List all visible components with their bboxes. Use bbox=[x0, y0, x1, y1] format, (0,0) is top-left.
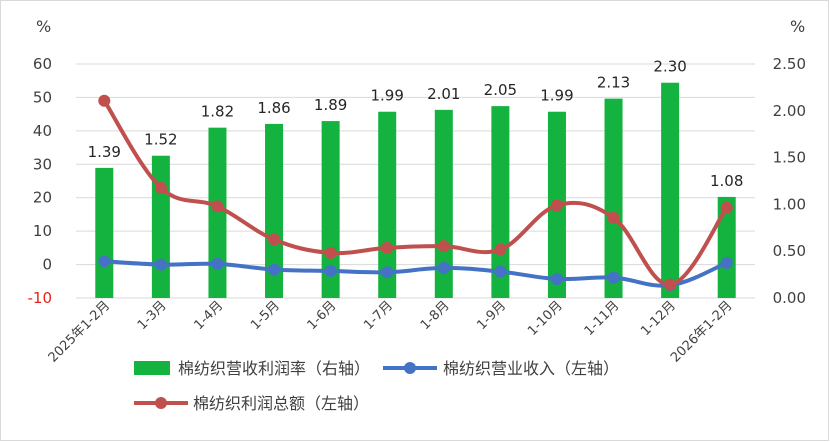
right-axis-tick: 1.00 bbox=[773, 195, 806, 213]
bar bbox=[151, 155, 170, 298]
left-axis-unit: % bbox=[36, 17, 51, 36]
left-axis-tick: -10 bbox=[28, 289, 53, 307]
bar-data-label: 2.01 bbox=[427, 85, 460, 103]
point-profit bbox=[607, 211, 620, 224]
point-revenue bbox=[437, 261, 450, 274]
point-revenue bbox=[268, 263, 281, 276]
right-axis-unit: % bbox=[790, 17, 805, 36]
point-profit bbox=[381, 241, 394, 254]
data-labels: 1.39 1.52 1.82 1.86 1.89 1.99 2.01 2.05 1.99 2.13… bbox=[88, 58, 744, 190]
bar-data-label: 1.86 bbox=[257, 99, 290, 117]
point-revenue bbox=[211, 257, 224, 270]
right-axis-tick: 0.00 bbox=[773, 289, 806, 307]
point-revenue bbox=[98, 255, 111, 268]
bar-data-label: 1.99 bbox=[540, 87, 573, 105]
legend-swatch-margin-ratio bbox=[134, 361, 170, 375]
point-revenue bbox=[324, 264, 337, 277]
bar-data-label: 1.89 bbox=[314, 96, 347, 114]
legend-marker-profit bbox=[155, 397, 167, 409]
legend-label-profit: 棉纺织利润总额（左轴） bbox=[193, 394, 369, 413]
point-profit bbox=[550, 199, 563, 212]
left-axis-tick: 0 bbox=[42, 256, 52, 274]
line-series bbox=[98, 94, 733, 292]
bar bbox=[717, 196, 736, 298]
right-axis-tick: 2.00 bbox=[773, 102, 806, 120]
point-profit bbox=[324, 246, 337, 259]
point-revenue bbox=[720, 256, 733, 269]
bar-data-label: 2.13 bbox=[597, 74, 630, 92]
legend-label-margin-ratio: 棉纺织营收利润率（右轴） bbox=[178, 359, 370, 378]
bar bbox=[95, 167, 114, 298]
bar-data-label: 1.08 bbox=[710, 172, 743, 190]
legend-marker-revenue bbox=[404, 362, 416, 374]
point-profit bbox=[211, 200, 224, 213]
point-profit bbox=[154, 181, 167, 194]
bar-data-label: 1.52 bbox=[144, 131, 177, 149]
bar bbox=[265, 123, 284, 299]
point-profit bbox=[437, 240, 450, 253]
point-revenue bbox=[550, 272, 563, 285]
left-axis-tick: 30 bbox=[33, 155, 52, 173]
left-axis-tick: 20 bbox=[33, 189, 52, 207]
point-profit bbox=[98, 94, 111, 107]
legend-label-revenue: 棉纺织营业收入（左轴） bbox=[443, 359, 619, 378]
bar bbox=[604, 98, 623, 298]
left-axis-tick: 60 bbox=[33, 55, 52, 73]
point-revenue bbox=[494, 265, 507, 278]
point-profit bbox=[720, 201, 733, 214]
right-axis-tick: 0.50 bbox=[773, 242, 806, 260]
left-axis-tick: 40 bbox=[33, 122, 52, 140]
bar-data-label: 1.82 bbox=[201, 103, 234, 121]
point-revenue bbox=[381, 266, 394, 279]
point-profit bbox=[664, 278, 677, 291]
right-axis-tick: 2.50 bbox=[773, 55, 806, 73]
bar-data-label: 1.99 bbox=[371, 87, 404, 105]
bar bbox=[661, 82, 680, 298]
point-profit bbox=[494, 243, 507, 256]
point-revenue bbox=[154, 258, 167, 271]
point-revenue bbox=[607, 271, 620, 284]
right-axis-tick: 1.50 bbox=[773, 149, 806, 167]
bar-data-label: 2.30 bbox=[653, 58, 686, 76]
bar-data-label: 1.39 bbox=[88, 143, 121, 161]
line-profit bbox=[102, 99, 729, 287]
legend: 棉纺织营收利润率（右轴） 棉纺织营业收入（左轴） 棉纺织利润总额（左轴） bbox=[134, 359, 619, 413]
bar bbox=[434, 109, 453, 298]
left-axis-tick: 50 bbox=[33, 88, 52, 106]
bar bbox=[208, 127, 227, 298]
left-axis-tick: 10 bbox=[33, 222, 52, 240]
point-profit bbox=[268, 233, 281, 246]
bar-data-label: 2.05 bbox=[484, 81, 517, 99]
